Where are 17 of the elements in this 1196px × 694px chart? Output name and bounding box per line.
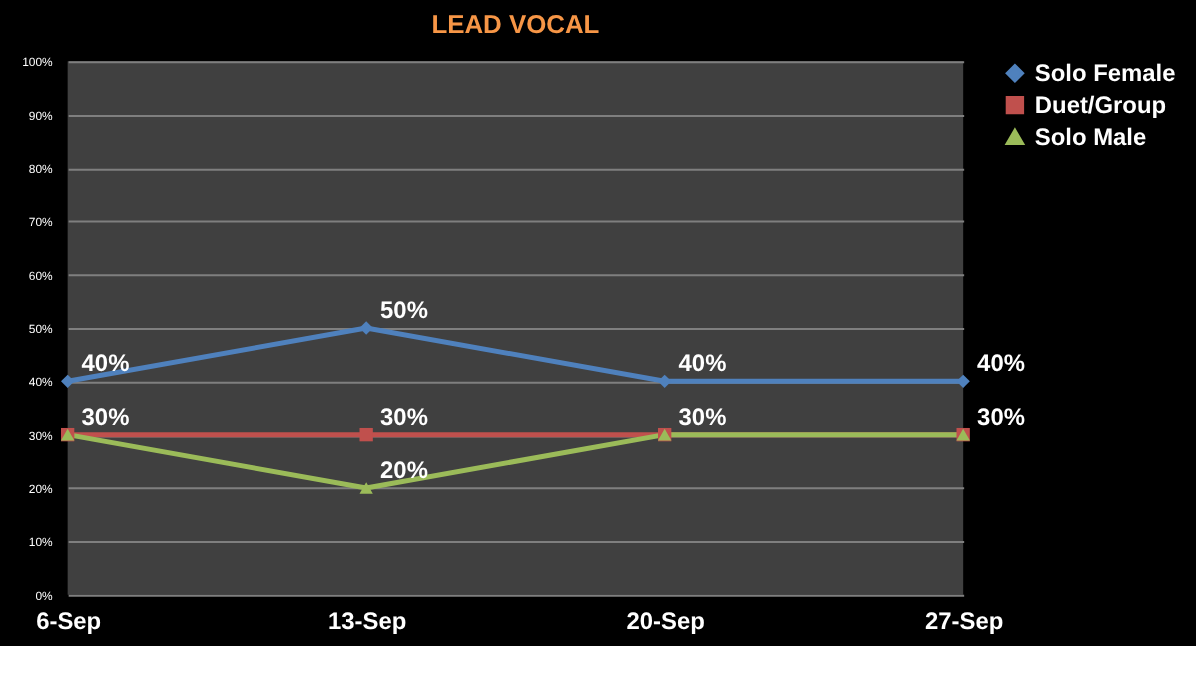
data-label: 40%: [678, 349, 728, 378]
chart-title: LEAD VOCAL: [431, 9, 600, 40]
data-label: 30%: [977, 402, 1026, 431]
x-tick-label: 27-Sep: [925, 607, 1004, 636]
x-tick-label: 20-Sep: [626, 607, 705, 636]
legend-label: Solo Male: [1034, 122, 1147, 151]
data-label: 40%: [977, 349, 1026, 378]
legend-label: Duet/Group: [1034, 91, 1167, 120]
data-label: 50%: [380, 296, 429, 325]
data-label: 30%: [380, 402, 429, 431]
data-label: 30%: [678, 402, 728, 431]
data-label: 20%: [380, 456, 429, 485]
legend-label: Solo Female: [1034, 59, 1177, 88]
data-label: 40%: [81, 349, 131, 378]
x-tick-label: 6-Sep: [36, 607, 102, 636]
data-label: 30%: [81, 402, 131, 431]
x-tick-label: 13-Sep: [328, 607, 407, 636]
